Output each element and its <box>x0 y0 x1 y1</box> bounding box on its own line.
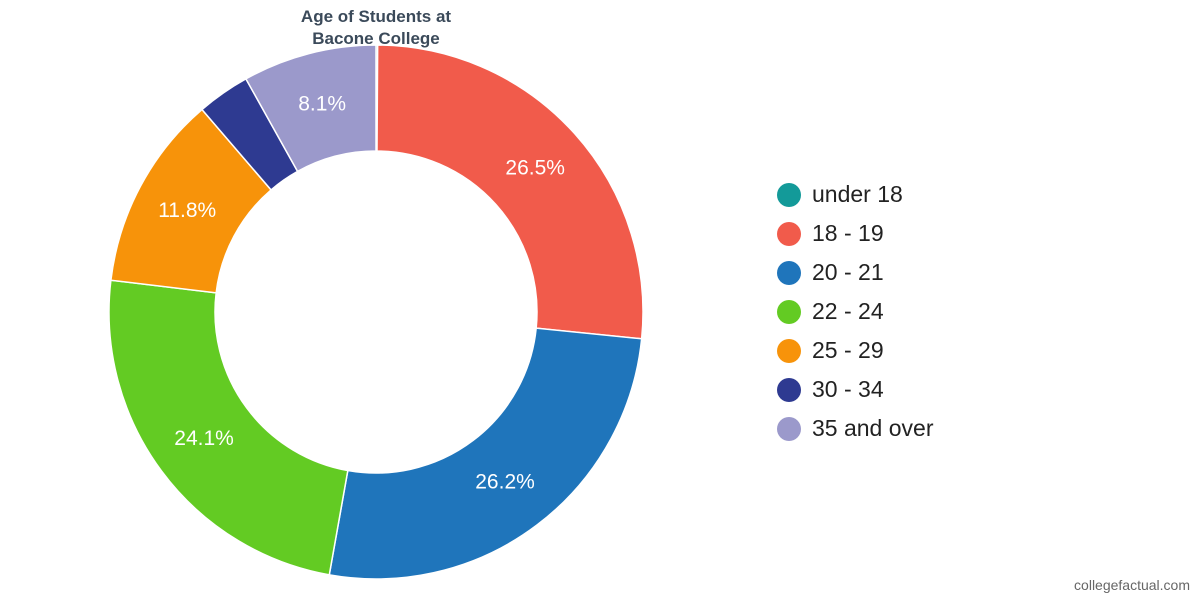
slice-22-24[interactable] <box>108 279 349 576</box>
slice-18-19[interactable] <box>376 44 644 340</box>
legend-swatch-icon <box>777 338 801 363</box>
slice-35andover[interactable] <box>244 44 377 173</box>
watermark: collegefactual.com <box>1074 577 1190 593</box>
legend-swatch-icon <box>777 377 801 402</box>
chart-title-line-1: Age of Students at <box>300 7 452 26</box>
chart-legend: under 18 18 - 19 20 - 21 22 - 24 25 - 29 30 -… <box>777 175 933 448</box>
legend-swatch-icon <box>777 260 801 285</box>
legend-swatch-icon <box>777 182 801 207</box>
donut-chart: 26.5% 26.2% 24.1% 11.8% 8.1% <box>108 44 644 580</box>
legend-item[interactable]: 18 - 19 <box>777 214 933 253</box>
data-label: 26.2% <box>475 470 535 493</box>
legend-label: 30 - 34 <box>812 376 884 402</box>
legend-item[interactable]: 30 - 34 <box>777 370 933 409</box>
slice-20-21[interactable] <box>328 327 643 580</box>
data-label: 26.5% <box>505 157 565 180</box>
legend-item[interactable]: 25 - 29 <box>777 331 933 370</box>
legend-label: 22 - 24 <box>812 298 884 324</box>
data-label: 11.8% <box>158 199 216 222</box>
data-label: 24.1% <box>174 427 234 450</box>
legend-label: under 18 <box>812 181 903 207</box>
legend-item[interactable]: under 18 <box>777 175 933 214</box>
chart-title: Age of Students at Bacone College <box>301 6 451 50</box>
legend-label: 20 - 21 <box>812 259 884 285</box>
legend-label: 18 - 19 <box>812 220 884 246</box>
legend-label: 35 and over <box>812 415 934 441</box>
chart-title-line-2: Bacone College <box>312 29 440 48</box>
legend-item[interactable]: 20 - 21 <box>777 253 933 292</box>
legend-swatch-icon <box>777 221 801 246</box>
data-label: 8.1% <box>298 92 346 115</box>
legend-item[interactable]: 22 - 24 <box>777 292 933 331</box>
legend-label: 25 - 29 <box>812 337 884 363</box>
legend-swatch-icon <box>777 416 801 441</box>
legend-item[interactable]: 35 and over <box>777 409 933 448</box>
legend-swatch-icon <box>777 299 801 324</box>
